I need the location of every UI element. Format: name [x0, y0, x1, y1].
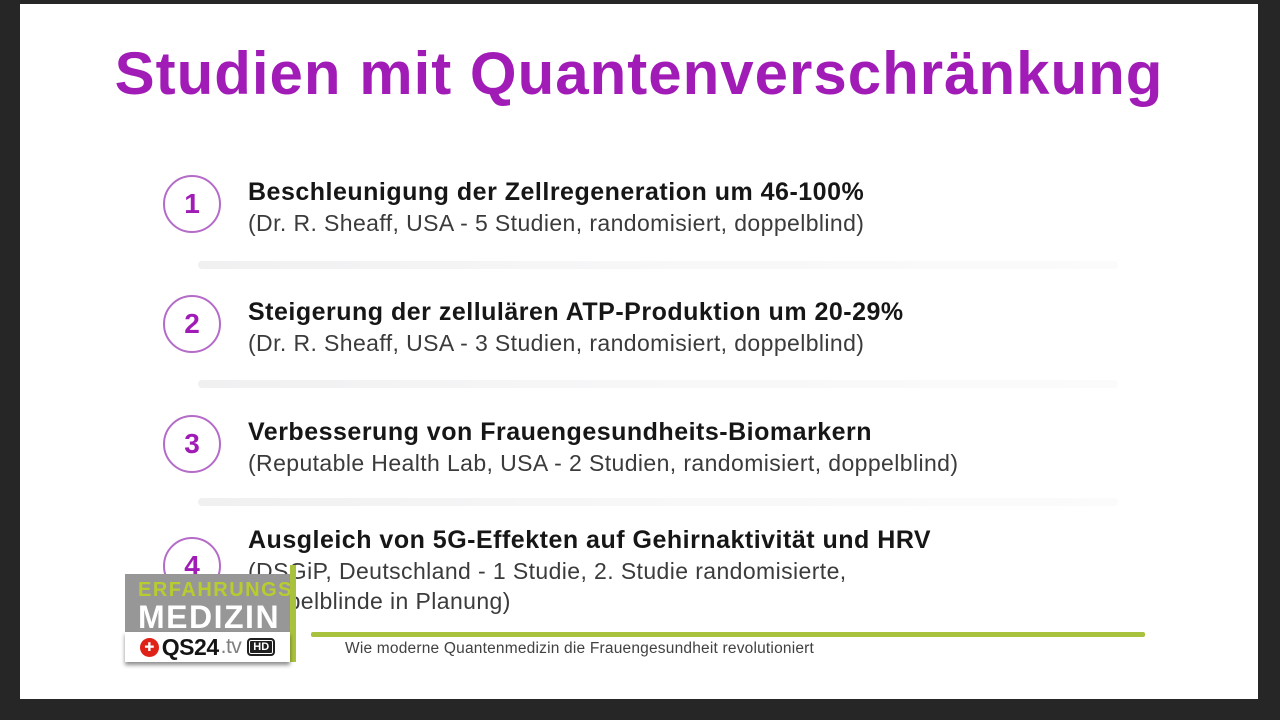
channel-tld: .tv [220, 635, 242, 658]
divider [198, 261, 1118, 269]
item-1-text: Beschleunigung der Zellregeneration um 4… [248, 177, 1188, 238]
item-2-number-badge: 2 [163, 295, 221, 353]
divider [198, 380, 1118, 388]
ticker-accent-line [311, 632, 1145, 637]
item-2-number: 2 [184, 308, 200, 339]
item-3-number-badge: 3 [163, 415, 221, 473]
logo-accent-line [290, 565, 296, 662]
program-title-line1: ERFAHRUNGS [138, 579, 290, 601]
item-1-title: Beschleunigung der Zellregeneration um 4… [248, 178, 865, 206]
channel-name: QS24 [161, 633, 219, 660]
program-title-line2: MEDIZIN [138, 599, 281, 632]
divider [198, 498, 1118, 506]
item-3-text: Verbesserung von Frauengesundheits-Bioma… [248, 417, 1188, 478]
item-3-detail: (Reputable Health Lab, USA - 2 Studien, … [248, 450, 959, 476]
item-4-title: Ausgleich von 5G-Effekten auf Gehirnakti… [248, 526, 932, 554]
ticker-caption: Wie moderne Quantenmedizin die Frauenges… [345, 640, 815, 657]
item-3-number: 3 [184, 428, 200, 459]
item-4-text: Ausgleich von 5G-Effekten auf Gehirnakti… [248, 525, 1188, 616]
swiss-cross-icon: ✚ [139, 637, 159, 657]
item-2-text: Steigerung der zellulären ATP-Produktion… [248, 297, 1188, 358]
item-4-detail-line2: doppelblinde in Planung) [248, 588, 511, 614]
program-title-box: ERFAHRUNGS MEDIZIN [125, 574, 290, 632]
item-2-title: Steigerung der zellulären ATP-Produktion… [248, 298, 904, 326]
item-2-detail: (Dr. R. Sheaff, USA - 3 Studien, randomi… [248, 330, 865, 356]
item-1-number-badge: 1 [163, 175, 221, 233]
item-1-detail: (Dr. R. Sheaff, USA - 5 Studien, randomi… [248, 210, 865, 236]
channel-logo: ✚ QS24 .tv HD [125, 632, 290, 662]
slide-title: Studien mit Quantenverschränkung [114, 40, 1164, 107]
item-3-title: Verbesserung von Frauengesundheits-Bioma… [248, 418, 873, 446]
hd-badge: HD [247, 638, 276, 656]
item-4-number: 4 [184, 550, 200, 581]
item-4-detail: (DSGiP, Deutschland - 1 Studie, 2. Studi… [248, 558, 847, 584]
item-1-number: 1 [184, 188, 200, 219]
